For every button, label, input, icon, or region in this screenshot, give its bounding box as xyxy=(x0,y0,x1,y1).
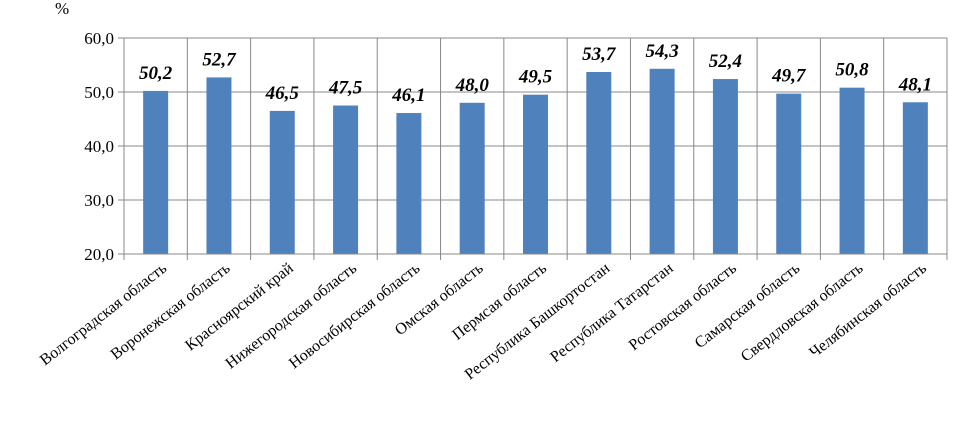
chart-axes xyxy=(118,37,947,255)
bar xyxy=(902,102,928,254)
chart-bars xyxy=(143,68,928,255)
data-label: 47,5 xyxy=(328,78,363,99)
data-labels: 50,2 52,7 46,5 47,5 46,1 48,0 49,5 53,7 54,3 52,4… xyxy=(139,41,932,106)
data-label: 54,3 xyxy=(645,41,678,62)
data-label: 50,8 xyxy=(835,60,869,81)
data-label: 48,1 xyxy=(898,74,932,95)
bar xyxy=(776,93,802,255)
data-label: 53,7 xyxy=(582,44,617,65)
bar xyxy=(712,79,738,254)
bar xyxy=(839,87,865,255)
y-tick-label: 30,0 xyxy=(84,191,114,210)
data-label: 49,5 xyxy=(518,67,553,88)
data-label: 50,2 xyxy=(139,63,173,84)
bar xyxy=(459,102,485,254)
bar xyxy=(269,110,295,255)
data-label: 46,5 xyxy=(265,83,300,104)
category-label: Воронежская область xyxy=(108,260,234,364)
category-label: Самарская область xyxy=(692,260,803,352)
y-axis-ticks: 20,0 30,0 40,0 50,0 60,0 xyxy=(84,29,114,264)
y-tick-label: 40,0 xyxy=(84,137,114,156)
bar xyxy=(206,77,232,254)
bar xyxy=(333,105,359,254)
data-label: 46,1 xyxy=(391,85,425,106)
bar xyxy=(649,68,675,254)
category-label: Ростовская область xyxy=(626,260,740,354)
y-tick-label: 50,0 xyxy=(84,83,114,102)
y-tick-label: 20,0 xyxy=(84,245,114,264)
y-axis-unit-label: % xyxy=(55,0,69,18)
bar xyxy=(396,113,422,254)
bar xyxy=(143,90,169,254)
category-label: Волгоградская область xyxy=(37,260,170,369)
data-label: 52,7 xyxy=(202,49,237,70)
category-label: Красноярский край xyxy=(182,259,297,354)
y-tick-label: 60,0 xyxy=(84,29,114,48)
data-label: 52,4 xyxy=(709,51,742,72)
data-label: 48,0 xyxy=(455,75,490,96)
data-label: 49,7 xyxy=(771,66,807,87)
category-label: Свердловская область xyxy=(738,260,867,366)
bar xyxy=(586,72,612,255)
bar xyxy=(523,94,548,254)
category-label: Республика Татарстан xyxy=(547,259,677,366)
category-label: Челябинская область xyxy=(806,260,929,362)
